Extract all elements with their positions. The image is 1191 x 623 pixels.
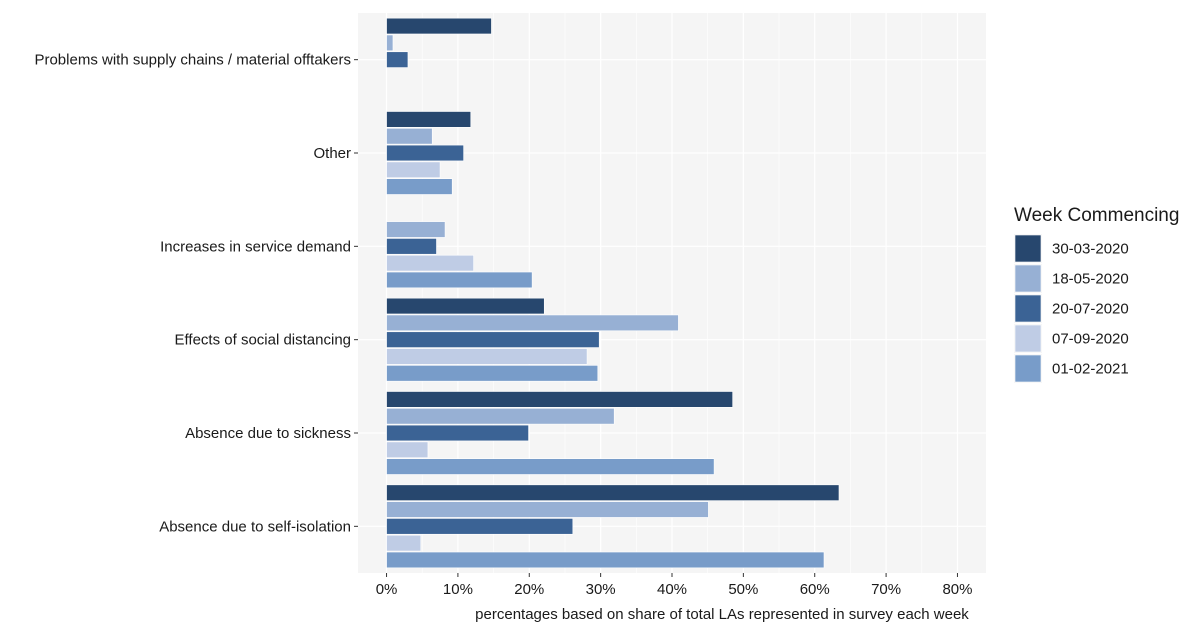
- legend-label: 01-02-2021: [1052, 361, 1129, 378]
- bar-absence-due-to-sickness-07-09-2020: [386, 441, 429, 458]
- x-tick-label: 40%: [657, 581, 687, 598]
- bar-absence-due-to-self-isolation-18-05-2020: [386, 501, 709, 518]
- legend-label: 30-03-2020: [1052, 241, 1129, 258]
- legend-swatch-30-03-2020: [1014, 234, 1042, 263]
- bar-problems-with-supply-chains-material-offtakers-18-05-2020: [386, 34, 394, 52]
- bar-absence-due-to-self-isolation-30-03-2020: [386, 484, 840, 501]
- legend-swatch-07-09-2020: [1014, 324, 1042, 353]
- bar-increases-in-service-demand-07-09-2020: [386, 254, 474, 272]
- bars: [386, 17, 840, 569]
- bar-other-18-05-2020: [386, 128, 433, 145]
- x-tick-label: 60%: [800, 581, 830, 598]
- y-axis: Problems with supply chains / material o…: [34, 52, 358, 535]
- category-label: Absence due to sickness: [185, 425, 351, 442]
- grid-lines: [358, 13, 986, 573]
- bar-absence-due-to-self-isolation-01-02-2021: [386, 551, 825, 569]
- x-axis-title: percentages based on share of total LAs …: [475, 606, 969, 623]
- bar-increases-in-service-demand-18-05-2020: [386, 221, 446, 238]
- category-label: Increases in service demand: [160, 238, 351, 255]
- bar-absence-due-to-self-isolation-20-07-2020: [386, 518, 574, 535]
- legend-label: 20-07-2020: [1052, 301, 1129, 318]
- bar-effects-of-social-distancing-20-07-2020: [386, 331, 600, 348]
- bar-other-30-03-2020: [386, 111, 472, 128]
- x-axis: 0% 10% 20% 30% 40% 50% 60% 70% 80%: [376, 573, 972, 598]
- x-tick-label: 30%: [586, 581, 616, 598]
- x-tick-label: 20%: [514, 581, 544, 598]
- x-tick-label: 70%: [871, 581, 901, 598]
- legend: Week Commencing 30-03-2020 18-05-2020 20-0…: [1014, 205, 1179, 383]
- legend-swatch-18-05-2020: [1014, 264, 1042, 293]
- category-label: Problems with supply chains / material o…: [34, 52, 351, 69]
- bar-absence-due-to-self-isolation-07-09-2020: [386, 534, 422, 552]
- legend-label: 07-09-2020: [1052, 331, 1129, 348]
- bar-other-01-02-2021: [386, 178, 453, 195]
- legend-swatch-20-07-2020: [1014, 294, 1042, 323]
- bar-effects-of-social-distancing-18-05-2020: [386, 314, 679, 332]
- bar-absence-due-to-sickness-20-07-2020: [386, 424, 529, 442]
- x-tick-label: 50%: [728, 581, 758, 598]
- bar-absence-due-to-sickness-18-05-2020: [386, 407, 615, 425]
- bar-increases-in-service-demand-20-07-2020: [386, 238, 437, 255]
- bar-effects-of-social-distancing-01-02-2021: [386, 365, 599, 382]
- bar-other-20-07-2020: [386, 144, 464, 162]
- bar-effects-of-social-distancing-30-03-2020: [386, 297, 545, 315]
- legend-swatch-01-02-2021: [1014, 354, 1042, 383]
- category-label: Effects of social distancing: [175, 332, 351, 349]
- bar-increases-in-service-demand-01-02-2021: [386, 271, 533, 289]
- legend-label: 18-05-2020: [1052, 271, 1129, 288]
- category-label: Other: [313, 145, 351, 162]
- category-label: Absence due to self-isolation: [159, 518, 351, 535]
- bar-problems-with-supply-chains-material-offtakers-20-07-2020: [386, 51, 409, 68]
- bar-other-07-09-2020: [386, 161, 441, 178]
- bar-effects-of-social-distancing-07-09-2020: [386, 348, 588, 365]
- x-tick-label: 80%: [942, 581, 972, 598]
- bar-absence-due-to-sickness-30-03-2020: [386, 391, 733, 408]
- x-tick-label: 10%: [443, 581, 473, 598]
- legend-title: Week Commencing: [1014, 205, 1179, 226]
- bar-problems-with-supply-chains-material-offtakers-30-03-2020: [386, 17, 492, 35]
- x-tick-label: 0%: [376, 581, 398, 598]
- bar-absence-due-to-sickness-01-02-2021: [386, 458, 715, 475]
